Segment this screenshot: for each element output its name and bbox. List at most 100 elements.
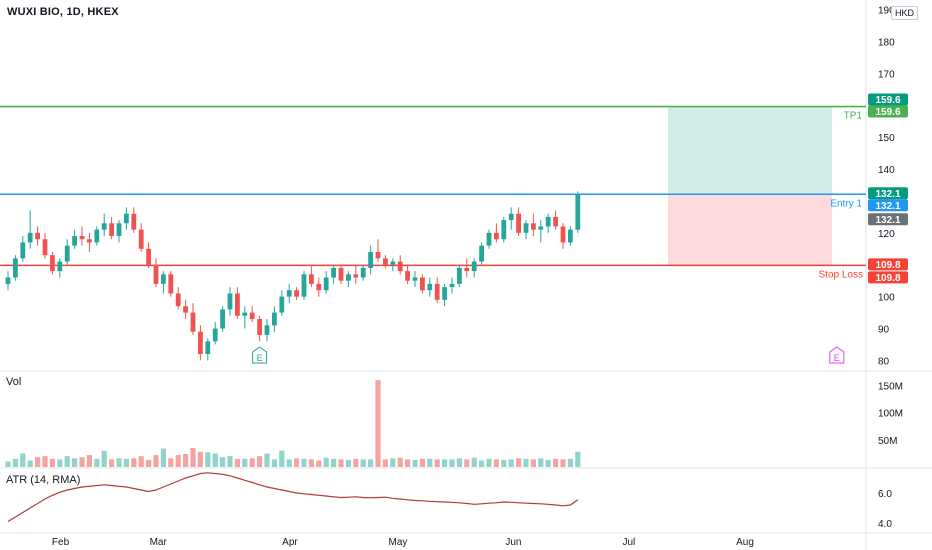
price-tag [868,199,908,212]
x-tick-label: Jun [505,537,521,548]
candle-body [264,325,270,335]
entry-label: Entry 1 [830,198,862,209]
candle-body [220,309,225,329]
candle-body [501,220,507,240]
atr-y-tick-label: 6.0 [878,489,892,500]
candle-body [5,277,11,284]
candle-body [205,341,211,355]
candle-body [360,267,366,278]
candle-body [434,283,440,300]
volume-bar [257,456,263,467]
volume-bar [412,459,418,467]
volume-bar [538,458,544,467]
volume-bar [168,458,174,467]
volume-bar [197,451,203,467]
volume-bar [116,458,122,467]
volume-bar [242,458,248,467]
volume-bar [279,450,285,467]
candle-body [242,312,248,316]
atr-y-tick-label: 4.0 [878,519,892,530]
x-tick-label: May [389,537,408,548]
candle-body [383,258,388,265]
candle-body [272,312,277,326]
candle-body [449,283,455,288]
volume-bar [368,459,374,467]
candle-body [72,236,77,246]
volume-bar [449,459,455,467]
candle-body [124,213,129,224]
volume-bar [227,456,233,467]
candle-body [331,267,336,278]
earnings-marker-label: E [257,353,263,363]
currency-label[interactable]: HKD [890,6,918,20]
candle-body [42,239,48,256]
volume-bar [360,459,366,467]
volume-bar [575,451,581,467]
candle-body [279,296,285,313]
candle-body [190,312,196,332]
candle-body [523,223,529,233]
candle-body [50,255,55,272]
volume-bar [516,458,522,467]
candle-body [138,229,144,249]
candle-body [235,293,240,316]
candle-body [301,274,307,297]
candle-body [168,274,174,294]
volume-bar [390,458,396,467]
volume-bar [146,459,152,467]
candle-body [494,232,499,240]
volume-bar [57,459,63,467]
atr-line [7,472,579,523]
volume-bar [183,453,189,467]
x-tick-label: Mar [150,537,168,548]
volume-bar [316,460,322,467]
volume-bar [286,459,292,467]
volume-bar [101,450,107,467]
price-tag [868,213,908,226]
volume-bar [508,459,514,467]
volume-y-tick-label: 50M [878,436,897,447]
candle-body [375,251,381,259]
y-tick-label: 120 [878,229,895,240]
candle-body [309,274,314,284]
x-tick-label: Feb [52,537,70,548]
volume-bar [234,458,240,467]
candle-body [457,267,462,284]
candle-body [161,274,166,284]
candle-body [20,242,26,259]
candle-body [13,258,18,278]
volume-bar [479,460,485,467]
volume-bar [471,457,477,467]
price-tag [868,258,908,271]
volume-bar [109,459,115,467]
candle-body [109,223,114,237]
volume-bar [131,458,137,467]
earnings-marker [829,346,845,364]
chart-title: WUXI BIO, 1D, HKEX [7,6,119,18]
atr-pane-title: ATR (14, RMA) [6,474,81,486]
candle-body [94,229,100,243]
candle-body [464,267,470,272]
volume-bar [20,453,26,467]
volume-bar [397,457,403,467]
candle-body [575,194,581,230]
candle-body [405,271,410,281]
candle-body [323,277,329,291]
volume-bar [160,448,166,467]
volume-bar [42,456,48,467]
price-tag [868,271,908,284]
volume-bars [5,380,581,467]
volume-y-tick-label: 150M [878,382,903,393]
volume-y-tick-label: 100M [878,409,903,420]
candle-body [479,245,484,262]
candle-body [153,264,159,284]
price-tag-label: 159.6 [875,95,900,106]
volume-bar [530,459,536,467]
candle-body [35,232,40,240]
y-tick-label: 190 [878,6,895,17]
candle-body [508,213,514,221]
x-tick-label: Jul [622,537,635,548]
price-tag-label: 132.1 [875,189,900,200]
